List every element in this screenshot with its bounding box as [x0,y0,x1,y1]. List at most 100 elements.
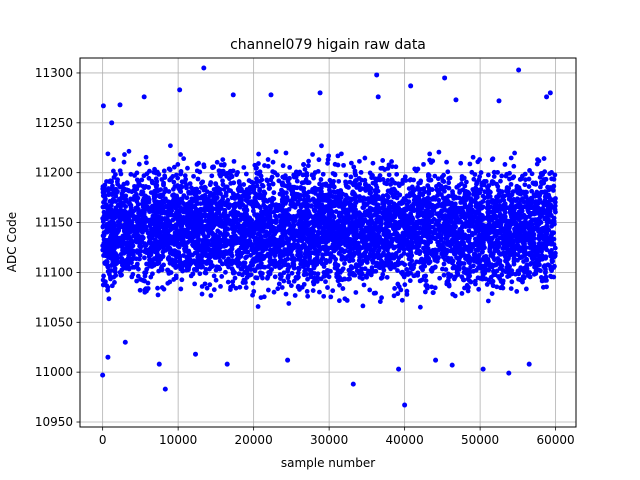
data-point [213,255,219,260]
data-point [287,165,293,170]
data-point [413,168,419,174]
data-point [415,211,421,217]
data-point [488,279,494,285]
data-point [434,187,440,193]
data-point [244,254,250,260]
data-point [432,285,438,291]
data-point [194,162,200,167]
data-point [234,172,239,178]
data-point [118,171,124,177]
data-point [167,279,173,285]
data-point [121,213,127,219]
data-point [283,201,288,206]
data-point [123,265,129,271]
data-point [461,261,467,266]
data-point [496,188,501,193]
data-point [310,189,316,195]
data-point [208,180,214,185]
data-point [446,180,452,186]
data-point [275,286,281,292]
data-point [352,272,358,278]
data-point [200,179,206,185]
data-point [518,255,523,261]
data-point [112,280,117,285]
data-point [315,243,321,249]
data-point [351,164,357,170]
data-point [130,196,136,202]
data-point [343,172,349,178]
data-point [502,162,508,167]
data-point [148,190,154,196]
data-point [281,270,287,276]
data-point [394,171,400,177]
data-points [100,65,558,408]
data-point [291,278,297,284]
data-point [115,219,121,224]
data-point [238,266,244,272]
data-point [429,196,435,202]
data-point [249,179,254,185]
data-point [458,160,464,166]
data-point [325,285,330,290]
data-point [344,298,350,303]
data-point [257,186,263,192]
data-point [333,194,339,200]
data-point [456,256,462,261]
data-point [512,150,518,156]
data-point [463,245,469,251]
data-point [527,274,533,280]
data-point [111,157,117,162]
data-point [229,266,235,272]
data-point [291,237,297,243]
data-point [219,222,225,227]
data-point [494,284,500,290]
data-point [425,172,431,177]
data-point [489,157,495,163]
data-point [526,184,532,189]
data-point [535,157,540,163]
data-point [395,268,400,273]
data-point [219,274,225,279]
data-point [402,282,408,288]
data-point [467,161,473,167]
data-point [391,245,397,251]
data-point [380,197,386,203]
data-point [302,251,308,257]
data-point [104,237,110,243]
data-point [338,151,344,157]
data-point [318,190,324,195]
data-point [543,255,549,261]
data-point [441,272,447,278]
data-point [214,159,220,165]
data-point [437,275,443,281]
data-point [397,192,403,198]
data-point [263,229,269,235]
data-point [255,231,261,237]
data-point [285,275,291,281]
data-point [404,267,410,272]
data-point [220,178,225,184]
data-point [529,188,535,194]
data-point [289,223,295,229]
data-point [421,161,426,167]
data-point [518,246,523,251]
data-point [373,268,379,274]
data-point [305,276,310,282]
data-point [190,271,196,277]
data-point [440,266,445,272]
data-point [201,164,207,170]
data-point [103,205,109,210]
data-point [411,273,417,279]
data-point [295,270,301,276]
data-point [477,157,483,162]
data-point [362,155,368,161]
data-point [485,193,491,199]
data-point [242,260,248,266]
data-point [258,173,264,179]
data-point [264,177,270,183]
data-point [422,289,428,295]
data-point [379,295,384,301]
data-point [147,263,153,269]
data-point [176,244,182,250]
data-point [192,281,198,287]
